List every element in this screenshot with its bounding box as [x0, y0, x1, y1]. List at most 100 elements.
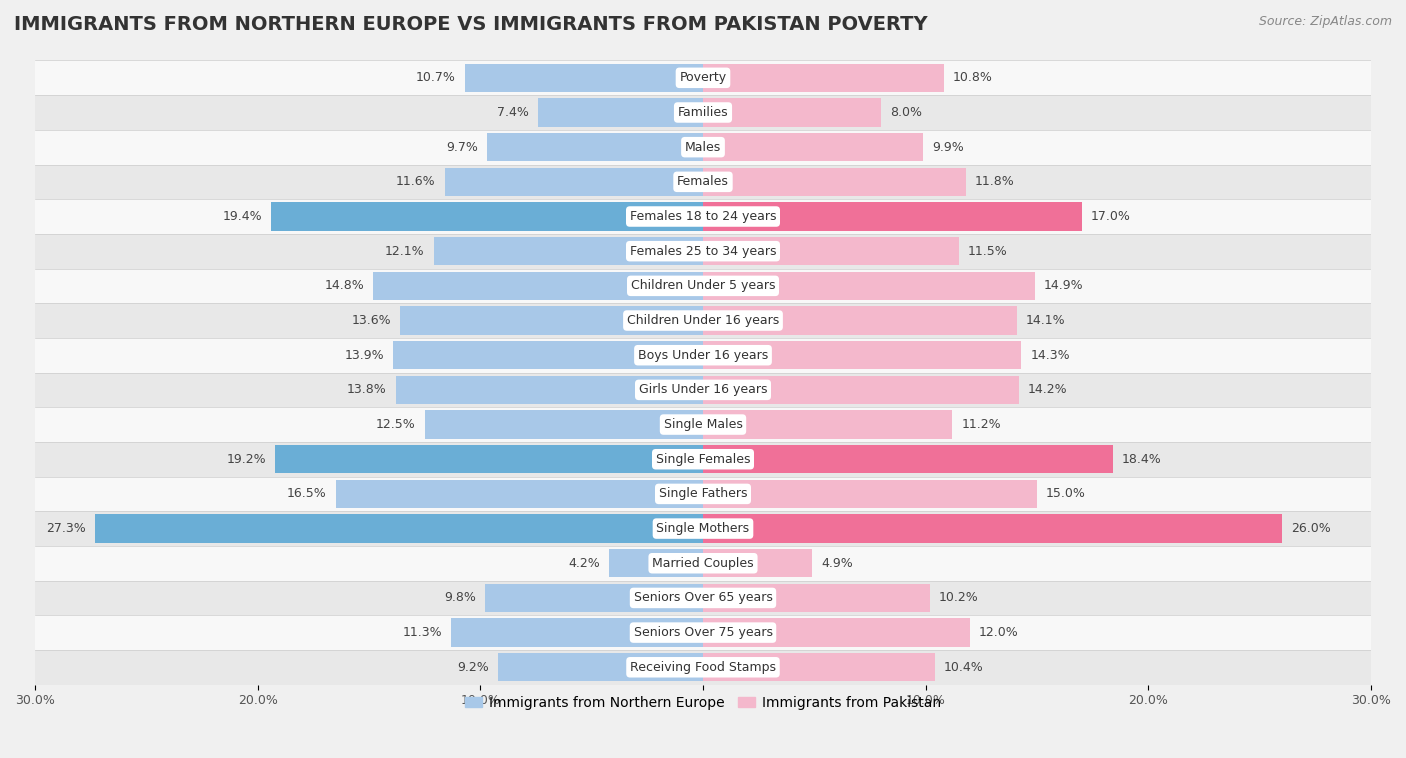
Text: 13.8%: 13.8% [347, 384, 387, 396]
Text: Children Under 16 years: Children Under 16 years [627, 314, 779, 327]
Text: Males: Males [685, 141, 721, 154]
Bar [394, 341, 703, 369]
Bar [703, 549, 813, 578]
Bar [703, 619, 970, 647]
Bar [35, 130, 1371, 164]
Bar [451, 619, 703, 647]
Bar [703, 99, 882, 127]
Text: Married Couples: Married Couples [652, 556, 754, 570]
Text: 13.9%: 13.9% [344, 349, 385, 362]
Text: Families: Families [678, 106, 728, 119]
Text: 4.2%: 4.2% [569, 556, 600, 570]
Text: 11.3%: 11.3% [404, 626, 443, 639]
Text: Seniors Over 75 years: Seniors Over 75 years [634, 626, 772, 639]
Legend: Immigrants from Northern Europe, Immigrants from Pakistan: Immigrants from Northern Europe, Immigra… [460, 690, 946, 715]
Text: Receiving Food Stamps: Receiving Food Stamps [630, 661, 776, 674]
Bar [465, 64, 703, 92]
Bar [271, 202, 703, 230]
Text: 10.4%: 10.4% [943, 661, 983, 674]
Bar [703, 271, 1035, 300]
Text: 14.9%: 14.9% [1043, 280, 1084, 293]
Text: 9.7%: 9.7% [446, 141, 478, 154]
Text: 14.1%: 14.1% [1026, 314, 1066, 327]
Text: Single Fathers: Single Fathers [659, 487, 747, 500]
Bar [35, 303, 1371, 338]
Bar [433, 237, 703, 265]
Text: 10.8%: 10.8% [952, 71, 993, 84]
Text: 9.8%: 9.8% [444, 591, 475, 604]
Bar [336, 480, 703, 508]
Text: Girls Under 16 years: Girls Under 16 years [638, 384, 768, 396]
Bar [703, 376, 1019, 404]
Bar [35, 61, 1371, 96]
Bar [703, 445, 1112, 474]
Bar [703, 480, 1038, 508]
Bar [395, 376, 703, 404]
Text: 19.2%: 19.2% [226, 453, 267, 465]
Bar [35, 615, 1371, 650]
Bar [35, 96, 1371, 130]
Text: 10.7%: 10.7% [416, 71, 456, 84]
Text: Source: ZipAtlas.com: Source: ZipAtlas.com [1258, 15, 1392, 28]
Text: 19.4%: 19.4% [222, 210, 262, 223]
Text: Seniors Over 65 years: Seniors Over 65 years [634, 591, 772, 604]
Bar [35, 164, 1371, 199]
Text: 26.0%: 26.0% [1291, 522, 1330, 535]
Text: Females 25 to 34 years: Females 25 to 34 years [630, 245, 776, 258]
Text: Children Under 5 years: Children Under 5 years [631, 280, 775, 293]
Bar [703, 133, 924, 161]
Text: 9.2%: 9.2% [457, 661, 489, 674]
Text: 27.3%: 27.3% [46, 522, 86, 535]
Bar [425, 410, 703, 439]
Bar [703, 341, 1021, 369]
Bar [703, 202, 1081, 230]
Text: Poverty: Poverty [679, 71, 727, 84]
Bar [276, 445, 703, 474]
Bar [703, 515, 1282, 543]
Text: 8.0%: 8.0% [890, 106, 922, 119]
Text: 13.6%: 13.6% [352, 314, 391, 327]
Text: 14.2%: 14.2% [1028, 384, 1067, 396]
Bar [35, 234, 1371, 268]
Bar [35, 407, 1371, 442]
Bar [485, 584, 703, 612]
Bar [35, 442, 1371, 477]
Text: 17.0%: 17.0% [1091, 210, 1130, 223]
Bar [703, 410, 952, 439]
Text: 12.1%: 12.1% [385, 245, 425, 258]
Text: 15.0%: 15.0% [1046, 487, 1085, 500]
Bar [35, 546, 1371, 581]
Text: IMMIGRANTS FROM NORTHERN EUROPE VS IMMIGRANTS FROM PAKISTAN POVERTY: IMMIGRANTS FROM NORTHERN EUROPE VS IMMIG… [14, 15, 928, 34]
Bar [35, 581, 1371, 615]
Bar [538, 99, 703, 127]
Bar [703, 168, 966, 196]
Text: Females 18 to 24 years: Females 18 to 24 years [630, 210, 776, 223]
Text: Single Females: Single Females [655, 453, 751, 465]
Text: 14.8%: 14.8% [325, 280, 364, 293]
Text: 7.4%: 7.4% [498, 106, 529, 119]
Text: 11.2%: 11.2% [962, 418, 1001, 431]
Bar [35, 477, 1371, 511]
Text: 10.2%: 10.2% [939, 591, 979, 604]
Text: Single Mothers: Single Mothers [657, 522, 749, 535]
Text: Single Males: Single Males [664, 418, 742, 431]
Bar [35, 338, 1371, 372]
Text: Females: Females [678, 175, 728, 188]
Bar [609, 549, 703, 578]
Bar [35, 372, 1371, 407]
Text: 11.8%: 11.8% [974, 175, 1014, 188]
Text: 18.4%: 18.4% [1122, 453, 1161, 465]
Bar [703, 64, 943, 92]
Bar [96, 515, 703, 543]
Bar [486, 133, 703, 161]
Text: 14.3%: 14.3% [1031, 349, 1070, 362]
Bar [401, 306, 703, 335]
Text: 9.9%: 9.9% [932, 141, 965, 154]
Bar [374, 271, 703, 300]
Bar [703, 306, 1017, 335]
Bar [703, 237, 959, 265]
Bar [35, 511, 1371, 546]
Text: 11.5%: 11.5% [967, 245, 1008, 258]
Text: 4.9%: 4.9% [821, 556, 853, 570]
Text: 16.5%: 16.5% [287, 487, 326, 500]
